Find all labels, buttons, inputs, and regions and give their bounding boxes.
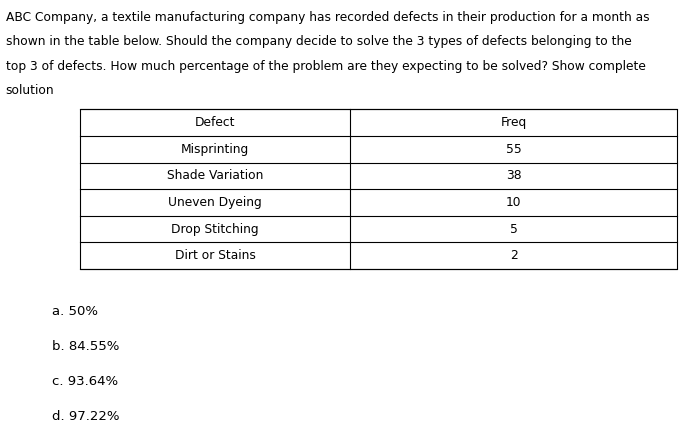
Text: Dirt or Stains: Dirt or Stains: [175, 249, 255, 262]
Text: top 3 of defects. How much percentage of the problem are they expecting to be so: top 3 of defects. How much percentage of…: [6, 60, 645, 73]
Text: 2: 2: [509, 249, 518, 262]
Text: 10: 10: [506, 196, 521, 209]
Text: Shade Variation: Shade Variation: [167, 169, 263, 182]
Text: 38: 38: [506, 169, 521, 182]
Text: Defect: Defect: [195, 116, 235, 129]
Text: Misprinting: Misprinting: [181, 143, 249, 156]
Text: 5: 5: [509, 223, 518, 236]
Text: c. 93.64%: c. 93.64%: [52, 375, 118, 388]
Text: Uneven Dyeing: Uneven Dyeing: [168, 196, 262, 209]
Text: Drop Stitching: Drop Stitching: [171, 223, 259, 236]
Text: 55: 55: [506, 143, 521, 156]
Text: Freq: Freq: [500, 116, 527, 129]
Text: b. 84.55%: b. 84.55%: [52, 340, 119, 353]
Text: d. 97.22%: d. 97.22%: [52, 410, 119, 423]
Text: a. 50%: a. 50%: [52, 305, 98, 317]
Text: solution: solution: [6, 84, 54, 97]
Bar: [80, 109, 677, 269]
Text: ABC Company, a textile manufacturing company has recorded defects in their produ: ABC Company, a textile manufacturing com…: [6, 11, 649, 24]
Text: shown in the table below. Should the company decide to solve the 3 types of defe: shown in the table below. Should the com…: [6, 35, 632, 48]
